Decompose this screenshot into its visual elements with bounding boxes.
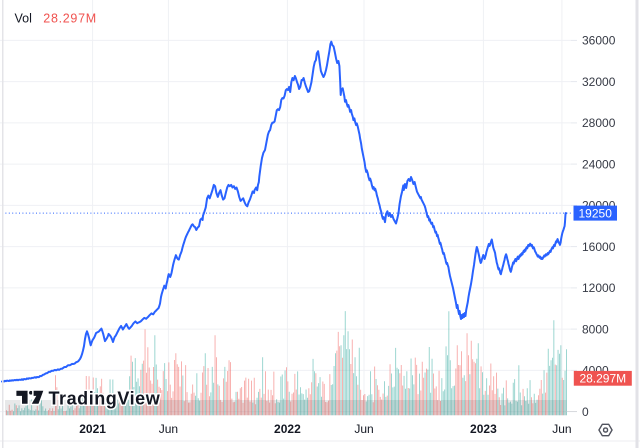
- svg-text:19250: 19250: [579, 206, 613, 220]
- svg-text:12000: 12000: [582, 281, 616, 295]
- svg-text:24000: 24000: [582, 157, 616, 171]
- svg-text:16000: 16000: [582, 240, 616, 254]
- svg-text:Jun: Jun: [354, 422, 373, 436]
- svg-text:28.297M: 28.297M: [43, 11, 97, 25]
- svg-text:28.297M: 28.297M: [579, 371, 626, 385]
- svg-text:32000: 32000: [582, 75, 616, 89]
- svg-text:TradingView: TradingView: [49, 388, 161, 408]
- svg-text:2023: 2023: [470, 422, 497, 436]
- svg-text:36000: 36000: [582, 34, 616, 48]
- svg-text:Jun: Jun: [552, 422, 571, 436]
- svg-text:28000: 28000: [582, 116, 616, 130]
- svg-text:Jun: Jun: [159, 422, 178, 436]
- svg-text:Vol: Vol: [15, 11, 32, 25]
- svg-text:2022: 2022: [274, 422, 301, 436]
- svg-text:8000: 8000: [582, 322, 609, 336]
- svg-text:2021: 2021: [79, 422, 106, 436]
- svg-text:0: 0: [582, 405, 589, 419]
